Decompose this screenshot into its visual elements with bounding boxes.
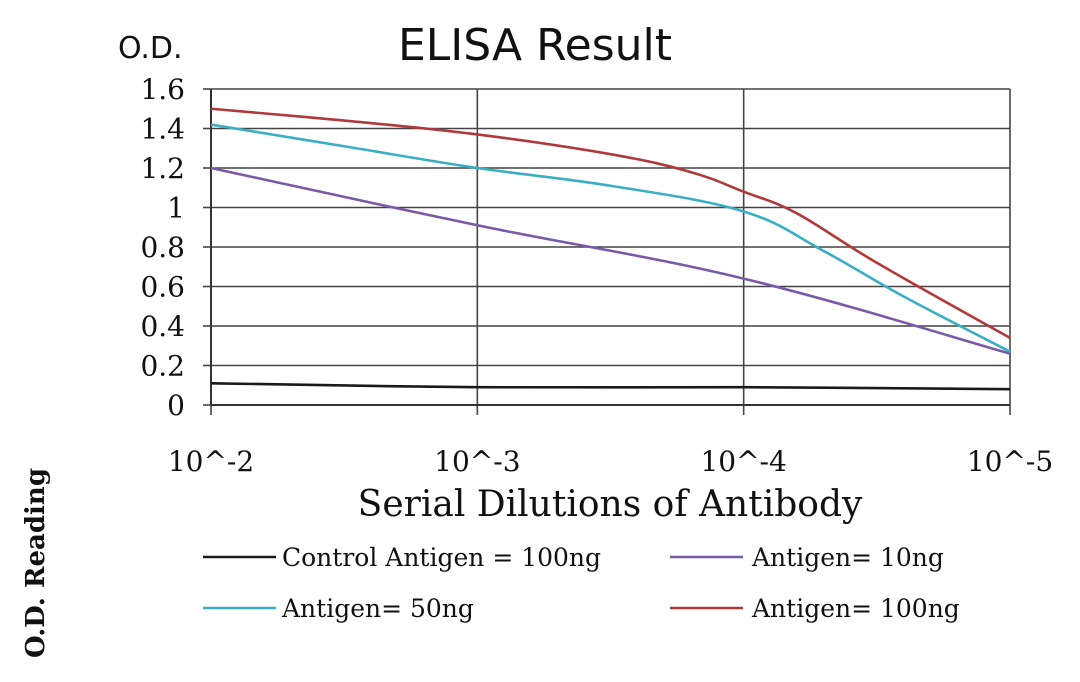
legend-label-antigen-50ng: Antigen= 50ng: [281, 594, 474, 623]
y-tick-labels: 0 0.2 0.4 0.6 0.8 1 1.2 1.4 1.6: [140, 73, 185, 422]
series-line-antigen-100ng: [210, 107, 1011, 339]
series-lines: [210, 107, 1011, 391]
legend-label-antigen-100ng: Antigen= 100ng: [751, 594, 960, 623]
x-tick-label: 10^-5: [967, 445, 1053, 478]
series-line-antigen-10ng: [210, 166, 1011, 355]
x-tick-label: 10^-3: [434, 445, 520, 478]
legend: Control Antigen = 100ng Antigen= 10ng Anti…: [203, 543, 960, 623]
y-tick-label: 1.4: [140, 113, 185, 146]
y-tick-label: 0.4: [140, 310, 185, 343]
y-tick-label: 0: [167, 389, 185, 422]
series-line-antigen-50ng: [210, 123, 1011, 353]
y-axis-label-side: O.D. Reading: [21, 468, 51, 658]
y-tick-label: 0.2: [140, 350, 185, 383]
series-line-control-antigen-100ng: [210, 381, 1011, 391]
y-tick-label: 1.6: [140, 73, 185, 106]
y-axis-label-top: O.D.: [118, 31, 183, 66]
x-tick-labels: 10^-2 10^-3 10^-4 10^-5: [168, 445, 1053, 478]
y-tick-label: 1.2: [140, 152, 185, 185]
y-tick-label: 0.6: [140, 271, 185, 304]
x-tick-label: 10^-2: [168, 445, 254, 478]
chart-title: ELISA Result: [398, 20, 672, 71]
axes: [203, 88, 1010, 406]
y-tick-label: 1: [167, 192, 185, 225]
x-tick-label: 10^-4: [700, 445, 786, 478]
x-axis-label: Serial Dilutions of Antibody: [358, 484, 863, 525]
y-tick-label: 0.8: [140, 231, 185, 264]
legend-label-control-antigen-100ng: Control Antigen = 100ng: [282, 543, 601, 572]
legend-label-antigen-10ng: Antigen= 10ng: [751, 543, 944, 572]
